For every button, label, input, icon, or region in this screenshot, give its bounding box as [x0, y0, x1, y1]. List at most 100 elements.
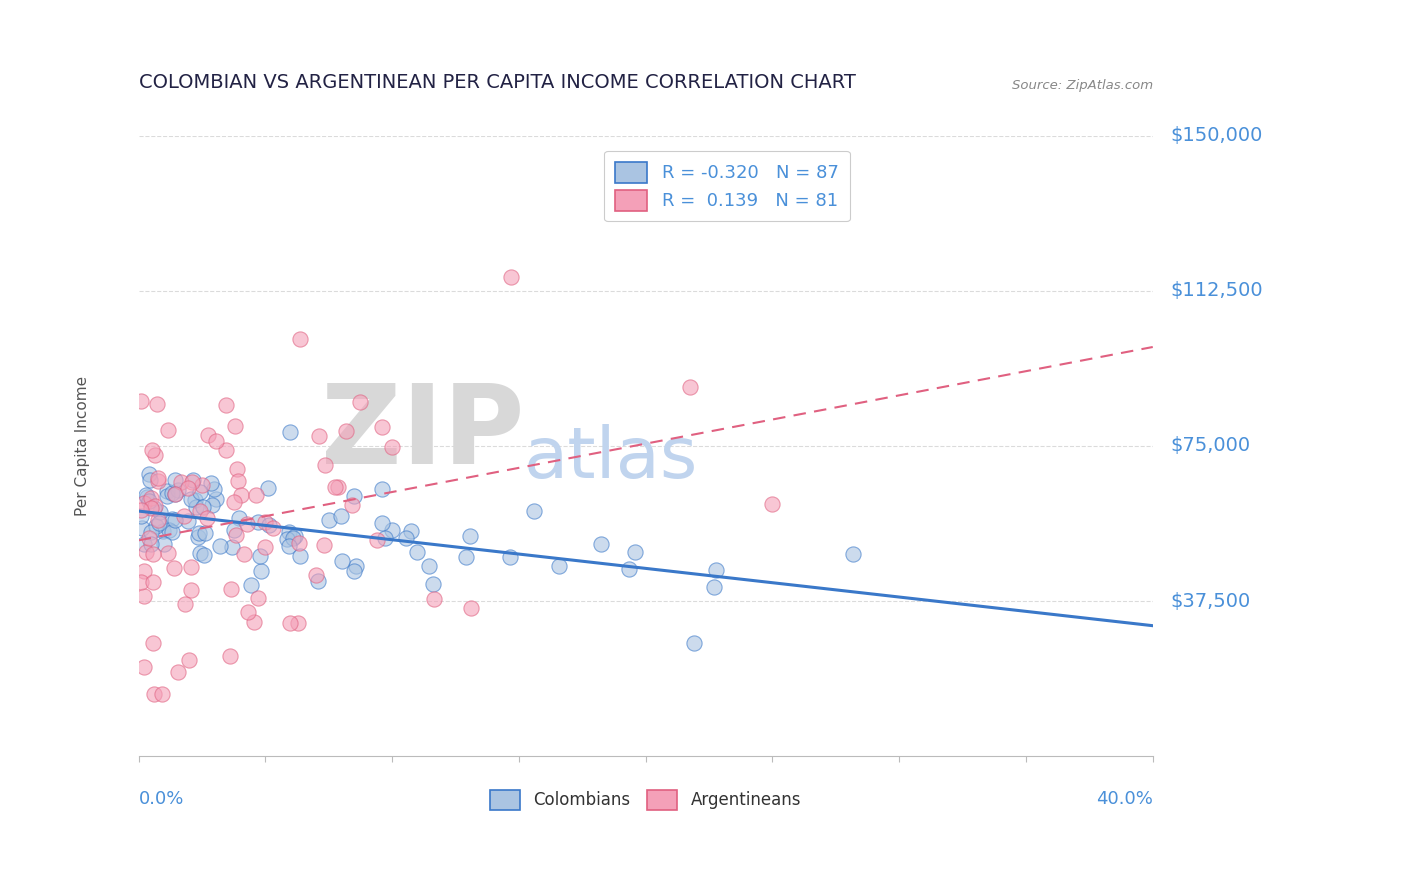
Point: [589, 537, 612, 551]
Point: [323, 480, 346, 494]
Point: [228, 511, 250, 525]
Point: [205, 434, 228, 448]
Point: [246, 515, 269, 529]
Point: [129, 575, 152, 590]
Point: [278, 615, 301, 630]
Point: [156, 423, 179, 437]
Point: [195, 511, 218, 525]
Point: [215, 398, 238, 412]
Point: [134, 564, 156, 578]
Point: [406, 545, 429, 559]
Point: [162, 524, 184, 539]
Point: [134, 589, 156, 603]
Point: [143, 500, 166, 514]
Point: [276, 532, 298, 546]
Point: [422, 576, 444, 591]
Point: [329, 508, 352, 523]
Point: [343, 489, 366, 503]
Point: [278, 425, 301, 440]
Point: [138, 467, 160, 481]
Point: [288, 332, 311, 346]
Point: [141, 636, 163, 650]
Point: [184, 492, 207, 507]
Point: [418, 558, 440, 573]
Point: [761, 497, 783, 511]
Point: [146, 471, 169, 485]
Point: [547, 559, 569, 574]
Point: [162, 561, 184, 575]
Point: [142, 500, 165, 515]
Point: [304, 567, 326, 582]
Point: [156, 489, 179, 503]
Point: [143, 448, 166, 462]
Point: [177, 481, 200, 495]
Point: [141, 524, 163, 539]
Point: [148, 516, 170, 530]
Point: [187, 526, 209, 541]
Point: [423, 592, 446, 607]
Point: [202, 483, 225, 497]
Point: [281, 531, 304, 545]
Point: [278, 524, 301, 539]
Point: [374, 531, 396, 545]
Point: [197, 428, 219, 442]
Point: [188, 484, 211, 499]
Point: [141, 501, 163, 516]
Point: [226, 461, 249, 475]
Point: [307, 574, 329, 588]
Point: [340, 498, 363, 512]
Point: [499, 269, 522, 284]
Point: [460, 601, 482, 615]
Point: [177, 514, 200, 528]
Point: [134, 660, 156, 674]
Point: [679, 379, 702, 393]
Point: [208, 539, 231, 553]
Point: [134, 496, 156, 510]
Point: [180, 559, 202, 574]
Point: [170, 475, 193, 489]
Text: Source: ZipAtlas.com: Source: ZipAtlas.com: [1012, 79, 1153, 92]
Point: [224, 523, 246, 537]
Point: [224, 495, 246, 509]
Point: [152, 537, 174, 551]
Point: [138, 532, 160, 546]
Point: [245, 488, 267, 502]
Point: [138, 494, 160, 508]
Point: [288, 549, 311, 564]
Point: [141, 537, 163, 551]
Point: [683, 636, 706, 650]
Point: [139, 491, 162, 506]
Point: [246, 591, 269, 605]
Point: [236, 516, 259, 531]
Point: [191, 478, 214, 492]
Point: [200, 475, 222, 490]
Point: [284, 529, 307, 543]
Point: [166, 665, 188, 679]
Point: [221, 582, 243, 597]
Point: [238, 605, 260, 619]
Point: [173, 597, 195, 611]
Point: [165, 473, 187, 487]
Point: [205, 491, 228, 506]
Point: [188, 546, 211, 560]
Point: [253, 541, 276, 555]
Point: [343, 564, 366, 578]
Point: [381, 523, 404, 537]
Point: [328, 480, 350, 494]
Point: [156, 483, 179, 498]
Point: [225, 528, 247, 542]
Point: [371, 420, 394, 434]
Point: [256, 481, 278, 495]
Point: [193, 500, 215, 514]
Point: [129, 509, 152, 524]
Point: [135, 488, 157, 502]
Point: [131, 521, 153, 535]
Point: [152, 687, 174, 701]
Point: [215, 443, 238, 458]
Point: [149, 505, 172, 519]
Point: [157, 546, 180, 560]
Point: [287, 616, 309, 631]
Point: [842, 547, 865, 561]
Point: [152, 524, 174, 538]
Text: 40.0%: 40.0%: [1095, 790, 1153, 808]
